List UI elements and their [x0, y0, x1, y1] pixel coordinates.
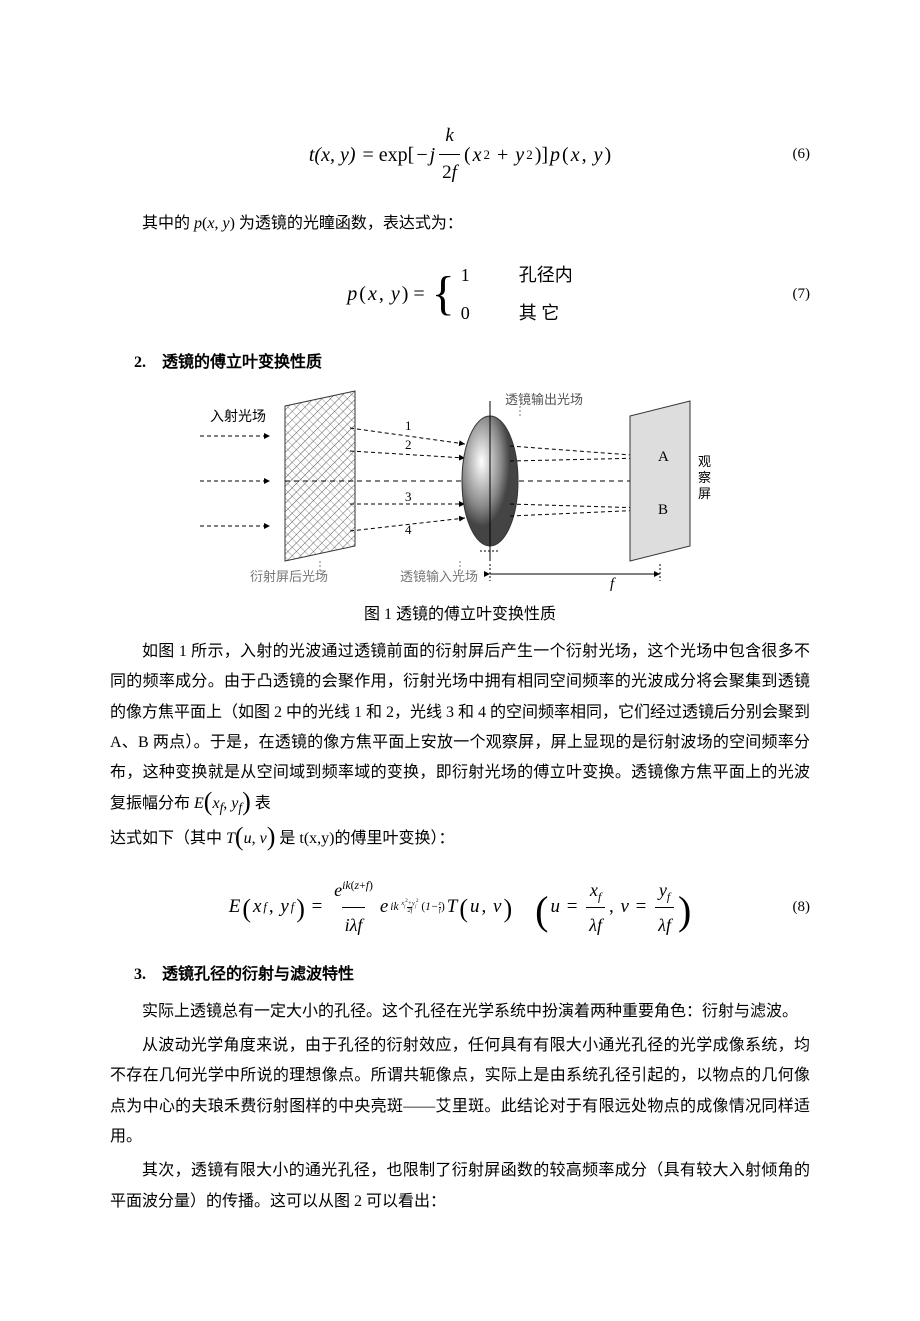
eq7-case1-cond: 孔径内	[519, 258, 573, 292]
section-3-heading: 3. 透镜孔径的衍射与滤波特性	[110, 960, 810, 990]
fig1-label-lensout: 透镜输出光场	[505, 392, 583, 407]
equation-7-body: p(x, y) = { 1 孔径内 0 其 它	[347, 258, 572, 330]
para-3: 达式如下（其中 T(u, v) 是 t(x,y)的傅里叶变换）：	[110, 824, 810, 854]
page-content: t(x, y) = exp[ −j k2f (x2 + y2)] p(x, y)…	[0, 0, 920, 1321]
figure-1-caption: 图 1 透镜的傅立叶变换性质	[110, 600, 810, 630]
para3-mid: 是 t(x,y)的傅里叶变换）：	[279, 830, 454, 847]
fig1-ray2: 2	[405, 437, 412, 452]
fig1-label-lensin: 透镜输入光场	[400, 569, 478, 584]
equation-6: t(x, y) = exp[ −j k2f (x2 + y2)] p(x, y)…	[110, 118, 810, 191]
fig1-label-screen3: 屏	[698, 486, 711, 501]
fig1-ptB: B	[658, 502, 668, 518]
para-5: 从波动光学角度来说，由于孔径的衍射效应，任何具有有限大小通光孔径的光学成像系统，…	[110, 1031, 810, 1153]
para3-T: T(u, v)	[226, 830, 275, 847]
fig1-ptA: A	[658, 449, 669, 465]
para2-tail: 表	[255, 795, 271, 812]
section3-num: 3.	[134, 966, 146, 983]
para2-text: 如图 1 所示，入射的光波通过透镜前面的衍射屏后产生一个衍射光场，这个光场中包含…	[110, 643, 810, 812]
para-2: 如图 1 所示，入射的光波通过透镜前面的衍射屏后产生一个衍射光场，这个光场中包含…	[110, 637, 810, 820]
para2-E: E(xf, yf)	[194, 795, 251, 812]
section3-title: 透镜孔径的衍射与滤波特性	[162, 966, 354, 983]
equation-6-body: t(x, y) = exp[ −j k2f (x2 + y2)] p(x, y)	[309, 118, 611, 191]
eq7-case2-val: 0	[461, 296, 491, 330]
para-4: 实际上透镜总有一定大小的孔径。这个孔径在光学系统中扮演着两种重要角色：衍射与滤波…	[110, 997, 810, 1027]
equation-7: p(x, y) = { 1 孔径内 0 其 它 (7)	[110, 258, 810, 330]
section2-title: 透镜的傅立叶变换性质	[162, 354, 322, 371]
fig1-ray3: 3	[405, 489, 412, 504]
section-2-heading: 2. 透镜的傅立叶变换性质	[110, 348, 810, 378]
eq7-case2-cond: 其 它	[519, 296, 560, 330]
fig1-f: f	[610, 576, 616, 592]
fig1-ray4: 4	[405, 522, 412, 537]
fig1-label-afterdiff: 衍射屏后光场	[250, 569, 328, 584]
para-pxy: 其中的 p(x, y) 为透镜的光瞳函数，表达式为：	[110, 209, 810, 239]
para1-pre: 其中的	[142, 215, 190, 232]
eq6-lhs: t(x, y)	[309, 136, 356, 174]
para1-post: 为透镜的光瞳函数，表达式为：	[239, 215, 463, 232]
equation-8: E(xf, yf) = eik(z+f) iλf eik xf2+yf22f (…	[110, 873, 810, 943]
para3-pre: 达式如下（其中	[110, 830, 222, 847]
fig1-label-incident: 入射光场	[210, 409, 266, 425]
para-6: 其次，透镜有限大小的通光孔径，也限制了衍射屏函数的较高频率成分（具有较大入射倾角…	[110, 1156, 810, 1217]
eq7-number: (7)	[793, 280, 811, 309]
figure-1-svg: 入射光场 衍射屏后光场 1 2 3 4 透镜输入光场 透镜输出光场	[190, 386, 730, 596]
fig1-label-screen2: 察	[698, 470, 711, 485]
fig1-label-screen1: 观	[698, 454, 711, 469]
eq7-case1-val: 1	[461, 258, 491, 292]
section2-num: 2.	[134, 354, 146, 371]
para1-pxy: p(x, y)	[194, 215, 239, 232]
equation-8-body: E(xf, yf) = eik(z+f) iλf eik xf2+yf22f (…	[229, 873, 692, 943]
eq8-number: (8)	[793, 893, 811, 922]
figure-1: 入射光场 衍射屏后光场 1 2 3 4 透镜输入光场 透镜输出光场	[110, 386, 810, 596]
fig1-ray1: 1	[405, 418, 412, 433]
eq6-number: (6)	[793, 140, 811, 169]
